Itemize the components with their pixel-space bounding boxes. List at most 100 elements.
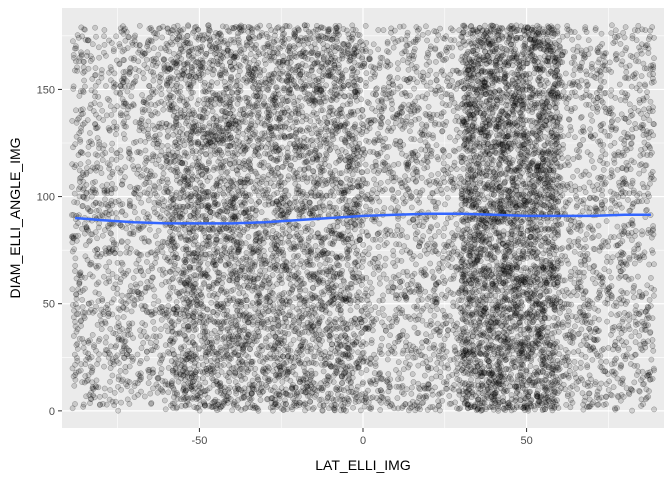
scatter-point: [81, 77, 87, 84]
scatter-point: [376, 254, 383, 260]
scatter-point: [616, 275, 622, 281]
scatter-point: [357, 407, 364, 414]
scatter-point: [433, 205, 439, 212]
scatter-point: [397, 23, 403, 30]
scatter-point: [446, 153, 452, 159]
scatter-point: [141, 181, 148, 188]
scatter-point: [601, 79, 608, 85]
scatter-point: [598, 72, 604, 78]
scatter-point: [128, 55, 135, 62]
scatter-point: [382, 255, 389, 262]
scatter-point: [103, 263, 109, 270]
scatter-point: [99, 107, 106, 114]
scatter-point: [560, 324, 566, 330]
scatter-point: [285, 35, 292, 42]
scatter-point: [208, 299, 215, 306]
scatter-point: [144, 259, 150, 265]
scatter-point: [299, 37, 306, 44]
scatter-point: [424, 302, 430, 309]
scatter-point: [101, 27, 108, 33]
scatter-point: [457, 154, 464, 161]
scatter-point: [367, 279, 373, 286]
scatter-point: [124, 88, 131, 95]
scatter-point: [159, 178, 165, 184]
scatter-point: [575, 331, 581, 338]
scatter-point: [148, 400, 155, 406]
scatter-point: [89, 332, 96, 338]
scatter-point: [577, 359, 584, 366]
scatter-point: [423, 394, 430, 401]
scatter-point: [567, 275, 574, 282]
scatter-point: [432, 90, 439, 97]
scatter-point: [88, 193, 95, 200]
scatter-point: [569, 383, 576, 390]
scatter-point: [357, 196, 364, 203]
scatter-point: [275, 134, 282, 141]
scatter-point: [630, 288, 637, 295]
scatter-point: [608, 311, 614, 318]
scatter-point: [600, 167, 607, 173]
scatter-point: [569, 36, 576, 43]
scatter-point: [80, 401, 87, 408]
scatter-point: [335, 128, 341, 134]
scatter-point: [645, 36, 652, 42]
scatter-point: [101, 273, 107, 280]
scatter-point: [381, 323, 388, 329]
scatter-point: [214, 79, 221, 86]
scatter-point: [410, 379, 417, 385]
scatter-point: [94, 235, 100, 242]
scatter-point: [73, 119, 80, 126]
scatter-point: [404, 161, 411, 168]
scatter-point: [126, 148, 132, 155]
scatter-point: [118, 267, 124, 274]
scatter-point: [370, 271, 377, 277]
scatter-point: [393, 198, 399, 205]
scatter-point: [562, 83, 568, 90]
scatter-point: [424, 152, 430, 158]
scatter-point: [565, 132, 572, 139]
scatter-point: [120, 79, 127, 85]
scatter-point: [612, 370, 619, 377]
scatter-point: [586, 101, 592, 108]
scatter-point: [410, 343, 416, 350]
scatter-point: [563, 287, 570, 293]
scatter-point: [358, 282, 365, 288]
scatter-point: [451, 272, 457, 279]
scatter-point: [626, 326, 633, 333]
scatter-point: [397, 138, 403, 145]
scatter-point: [88, 87, 95, 94]
scatter-point: [442, 295, 448, 301]
scatter-point: [158, 148, 165, 155]
scatter-point: [589, 117, 596, 124]
scatter-point: [262, 133, 268, 139]
scatter-point: [310, 168, 316, 175]
scatter-point: [603, 358, 610, 365]
scatter-point: [154, 110, 161, 117]
scatter-point: [582, 332, 589, 339]
scatter-point: [158, 316, 165, 323]
scatter-point: [416, 105, 422, 112]
scatter-point: [126, 363, 133, 370]
scatter-point: [292, 181, 299, 187]
scatter-point: [423, 331, 429, 338]
scatter-point: [119, 348, 125, 354]
scatter-point: [624, 92, 631, 98]
scatter-point: [142, 285, 149, 291]
scatter-point: [428, 172, 435, 179]
scatter-point: [363, 70, 370, 77]
scatter-point: [302, 62, 309, 69]
scatter-point: [642, 81, 648, 88]
scatter-point: [449, 27, 456, 34]
scatter-point: [609, 117, 616, 124]
scatter-point: [70, 38, 76, 45]
scatter-point: [346, 92, 352, 99]
scatter-point: [141, 238, 148, 245]
scatter-point: [109, 372, 116, 379]
scatter-point: [636, 170, 643, 177]
scatter-point: [589, 300, 596, 307]
scatter-point: [292, 371, 299, 378]
scatter-point: [375, 27, 382, 33]
scatter-point: [143, 56, 150, 63]
scatter-point: [599, 192, 605, 199]
scatter-point: [113, 150, 120, 157]
